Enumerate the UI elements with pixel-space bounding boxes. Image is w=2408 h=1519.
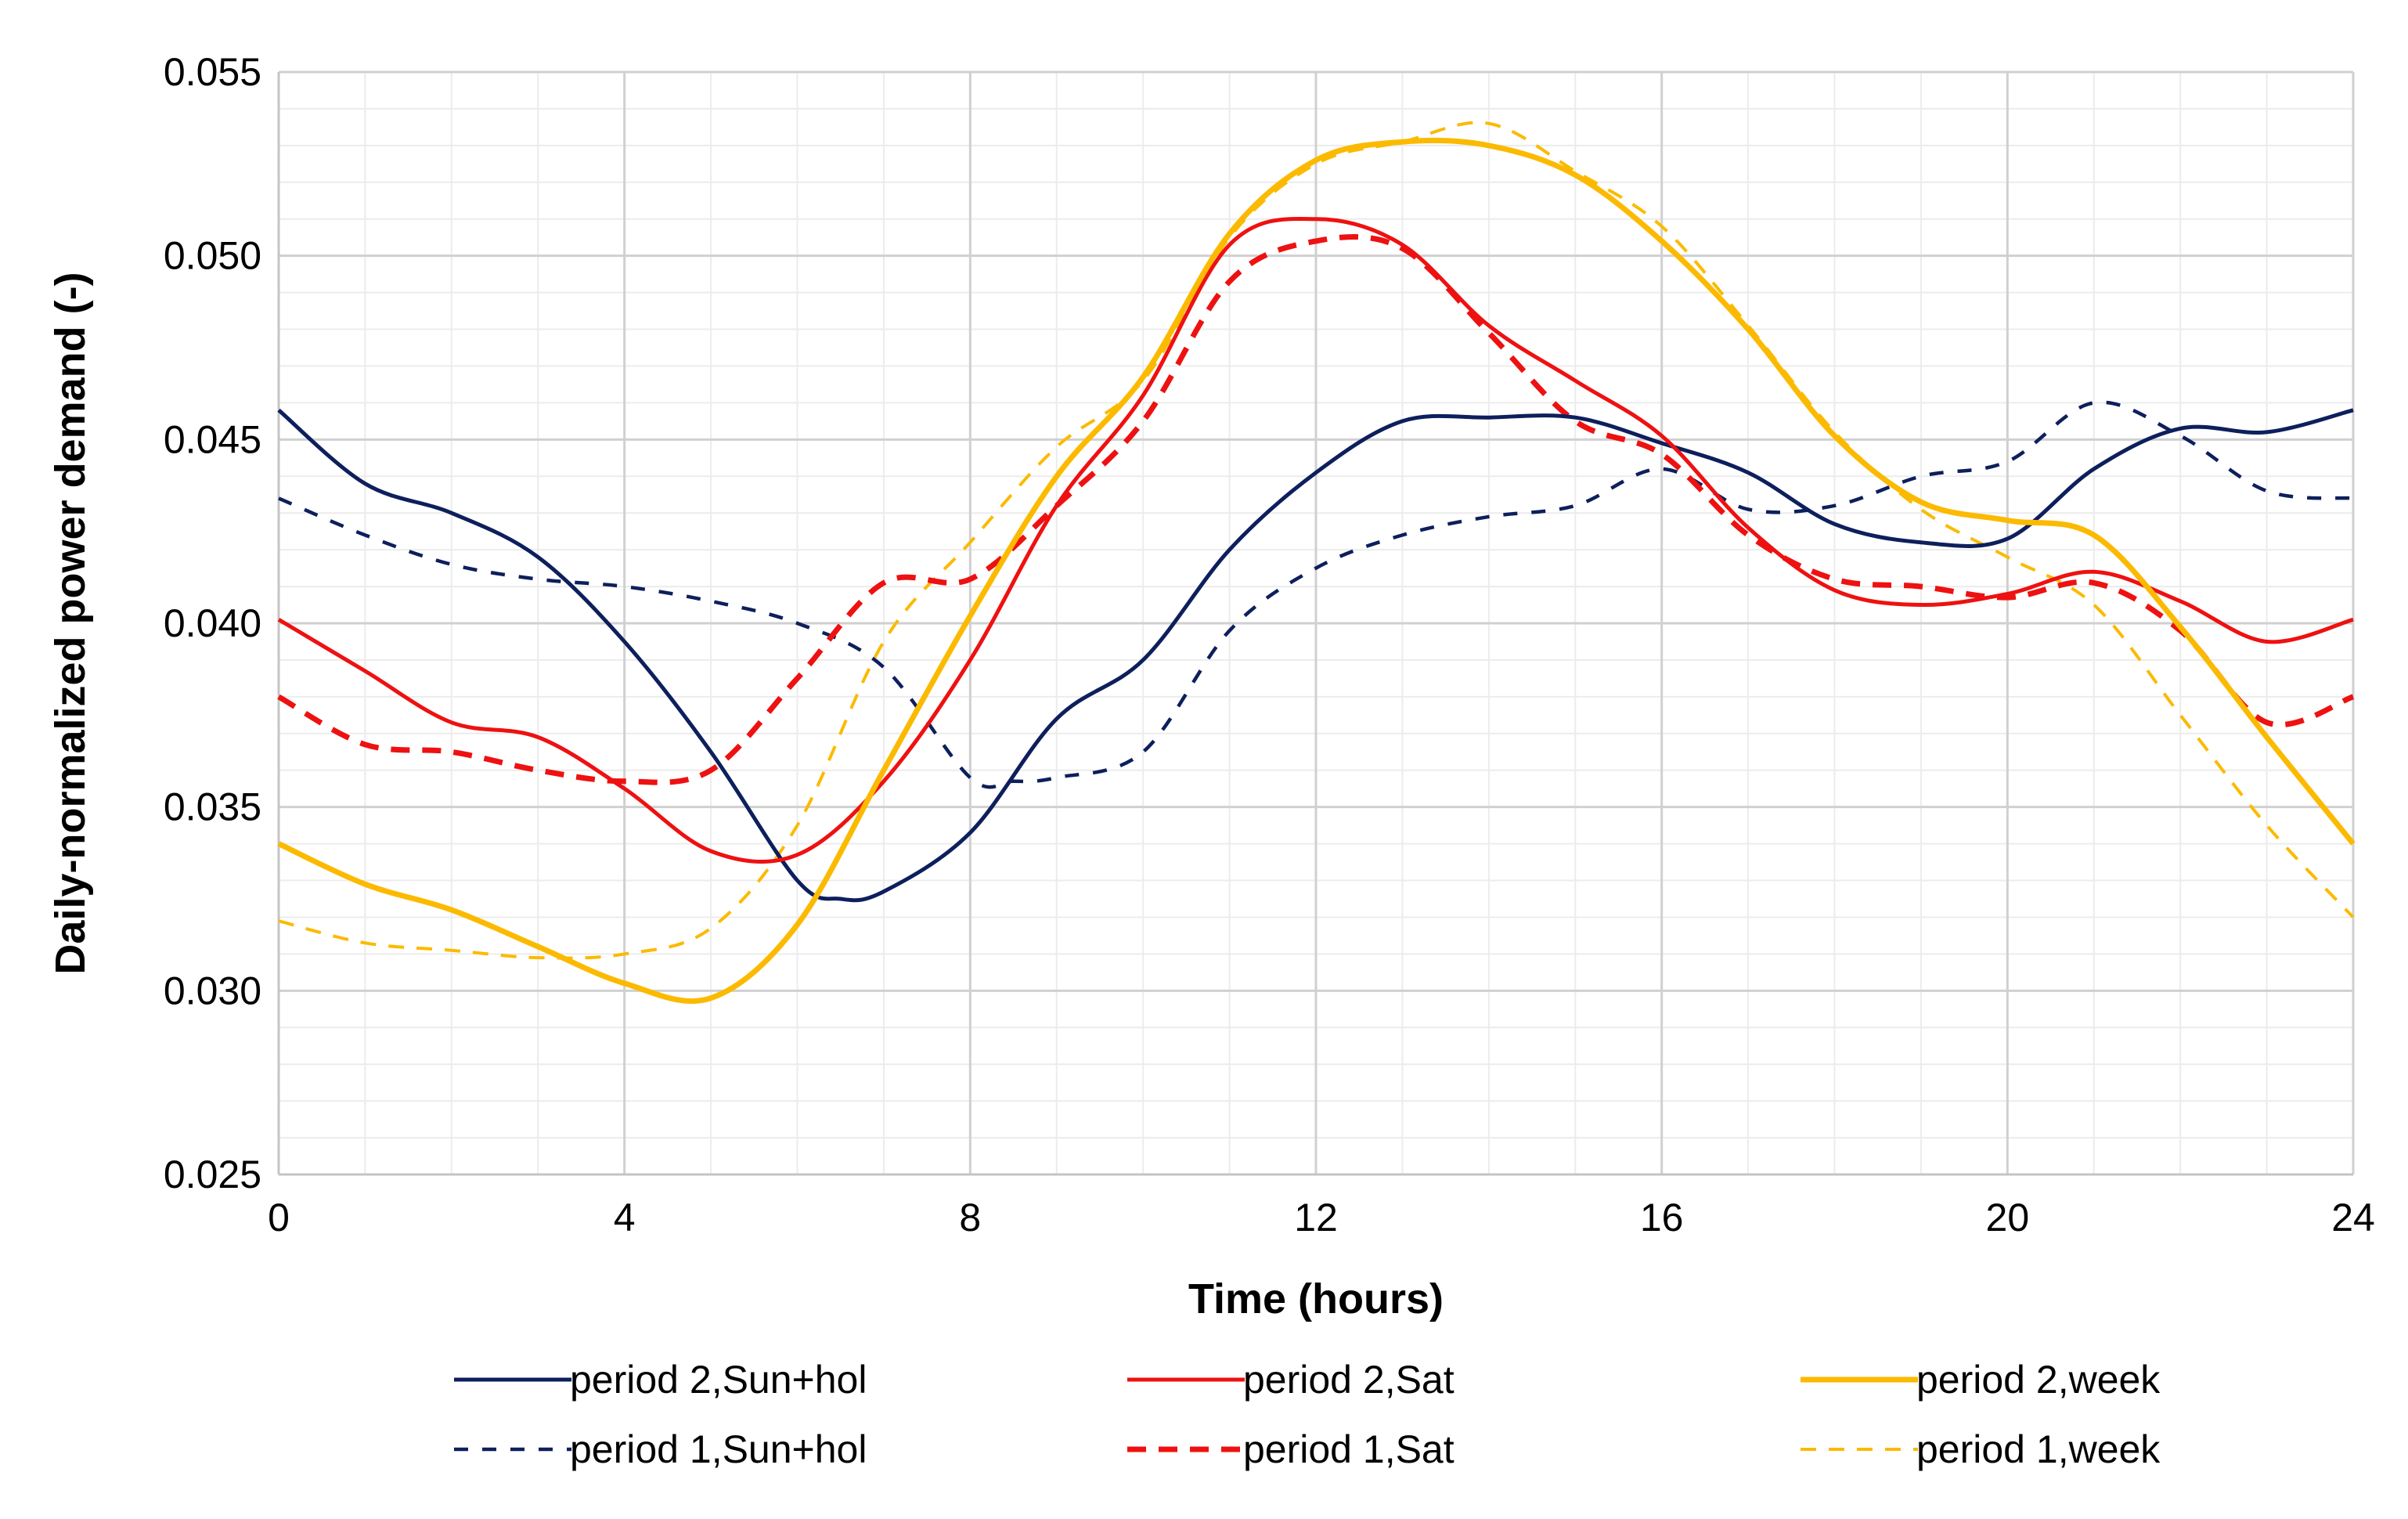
- x-tick-label: 20: [1986, 1196, 2030, 1239]
- series-line-5: [277, 233, 2355, 785]
- y-tick-label: 0.030: [164, 969, 261, 1012]
- y-tick-label: 0.045: [164, 417, 261, 461]
- y-axis-title: Daily-normalized power demand (-): [47, 272, 94, 974]
- x-axis-title: Time (hours): [1188, 1275, 1444, 1322]
- x-tick-label: 24: [2331, 1196, 2375, 1239]
- series-layer: [277, 121, 2356, 1005]
- legend-label-4: period 1,Sun+hol: [570, 1427, 867, 1471]
- x-tick-label: 16: [1640, 1196, 1684, 1239]
- y-tick-label: 0.050: [164, 234, 261, 278]
- x-tick-label: 0: [268, 1196, 290, 1239]
- x-tick-label: 12: [1294, 1196, 1338, 1239]
- legend-label-2: period 2,Sat: [1243, 1358, 1455, 1402]
- y-tick-label: 0.040: [164, 601, 261, 645]
- x-tick-label: 8: [959, 1196, 981, 1239]
- axes: [277, 72, 2353, 1176]
- y-tick-label: 0.025: [164, 1153, 261, 1196]
- series-line-2: [277, 217, 2354, 864]
- series-line-3: [277, 137, 2356, 1005]
- legend-label-1: period 2,Sun+hol: [570, 1358, 867, 1402]
- x-tick-labels: 0 4 8 12 16 20 24: [268, 1196, 2375, 1239]
- legend-label-6: period 1,week: [1916, 1427, 2161, 1471]
- series-line-6: [278, 121, 2355, 960]
- y-tick-label: 0.055: [164, 50, 261, 94]
- legend: period 2,Sun+hol period 2,Sat period 2,wee…: [454, 1358, 2161, 1471]
- y-tick-label: 0.035: [164, 785, 261, 829]
- y-tick-labels: 0.025 0.030 0.035 0.040 0.045 0.050 0.055: [164, 50, 261, 1196]
- legend-label-5: period 1,Sat: [1243, 1427, 1455, 1471]
- x-tick-label: 4: [614, 1196, 636, 1239]
- series-line-1: [277, 408, 2354, 903]
- major-gridlines: [279, 70, 2355, 1174]
- legend-label-3: period 2,week: [1916, 1358, 2161, 1402]
